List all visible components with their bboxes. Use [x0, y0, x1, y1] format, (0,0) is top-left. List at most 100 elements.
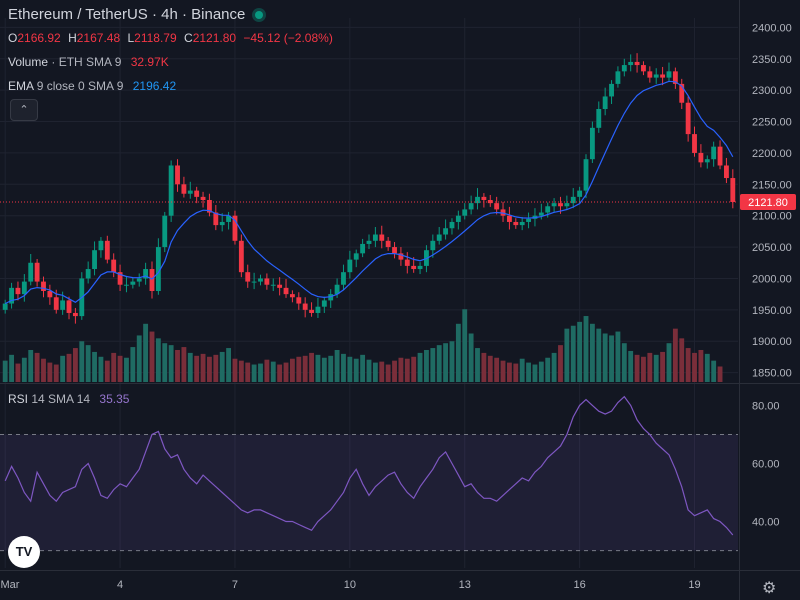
candle-body [417, 265, 423, 270]
volume-bar [111, 352, 117, 382]
volume-bar [283, 362, 289, 382]
ema-legend[interactable]: EMA 9 close 0 SMA 9 2196.42 [8, 79, 176, 93]
volume-bar [717, 366, 723, 382]
close-key: C [184, 31, 193, 45]
volume-label: Volume [8, 55, 49, 69]
rsi-tick-label: 80.00 [752, 400, 780, 412]
volume-bar [532, 364, 538, 382]
volume-bar [436, 345, 442, 382]
volume-bar [653, 354, 659, 382]
volume-bar [143, 323, 149, 382]
candle-body [481, 196, 487, 200]
candle-body [564, 203, 570, 207]
rsi-label: RSI [8, 392, 29, 406]
volume-value: 32.97K [130, 55, 169, 69]
volume-bar [404, 358, 410, 382]
candle-body [143, 269, 149, 279]
volume-bar [245, 362, 251, 382]
candle-body [475, 196, 480, 204]
candle-body [162, 215, 168, 248]
candle-body [232, 215, 238, 241]
candle-body [155, 247, 161, 291]
candle-body [47, 291, 53, 298]
candle-body [321, 300, 327, 307]
volume-bar [424, 349, 429, 382]
time-axis: Mar 4 7 10 13 16 19 [1, 579, 701, 591]
candle-body [602, 96, 608, 109]
volume-bar [321, 357, 327, 382]
volume-bar [289, 358, 295, 382]
volume-bar [487, 355, 493, 382]
volume-bar [372, 362, 378, 382]
volume-bar [513, 363, 519, 382]
candle-body [398, 253, 404, 260]
volume-bar [545, 357, 551, 382]
symbol-title-text: Ethereum / TetherUS · 4h · Binance [8, 6, 246, 23]
time-tick-label: 13 [459, 579, 471, 591]
volume-bar [570, 325, 576, 382]
candle-body [347, 259, 353, 273]
volume-bar [15, 363, 21, 382]
candle-body [168, 165, 174, 216]
volume-bar [692, 352, 697, 382]
ema-params: 9 close 0 SMA 9 [36, 79, 124, 93]
rsi-tick-label: 40.00 [752, 517, 780, 529]
gear-icon[interactable]: ⚙ [762, 580, 777, 597]
candle-body [526, 218, 531, 222]
candle-body [698, 152, 704, 163]
candle-body [653, 74, 659, 78]
candle-body [385, 240, 391, 248]
tradingview-logo-icon[interactable]: TV [8, 536, 40, 568]
volume-legend[interactable]: Volume · ETH SMA 9 32.97K [8, 55, 169, 69]
volume-bar [634, 354, 640, 382]
candle-body [258, 278, 263, 282]
candle-body [264, 278, 270, 285]
candle-body [519, 221, 525, 226]
candle-body [53, 297, 59, 310]
candle-body [245, 272, 251, 282]
volume-bar [468, 333, 474, 382]
candle-body [589, 127, 595, 160]
volume-bar [341, 353, 346, 382]
volume-bar [258, 363, 263, 382]
rsi-legend[interactable]: RSI 14 SMA 14 35.35 [8, 392, 129, 406]
volume-bar [558, 345, 563, 382]
candle-body [251, 281, 257, 283]
time-tick-label: 16 [574, 579, 586, 591]
volume-bar [264, 359, 270, 382]
candle-body [98, 240, 104, 251]
candle-body [672, 71, 678, 84]
volume-bar [455, 323, 461, 382]
volume-bar [251, 364, 257, 382]
candle-body [219, 221, 225, 226]
candle-body [628, 61, 634, 66]
volume-bar [315, 354, 321, 382]
current-price-tag [740, 194, 796, 211]
low-value: 2118.79 [134, 31, 177, 45]
volume-bar [551, 352, 557, 382]
volume-bar [500, 360, 506, 382]
candle-body [545, 206, 551, 213]
candle-body [111, 259, 117, 273]
volume-bar [309, 352, 314, 382]
candle-body [85, 269, 91, 279]
candle-body [360, 243, 366, 254]
volume-bar [277, 364, 283, 382]
price-tick-label: 2150.00 [752, 179, 792, 191]
candle-body [104, 240, 110, 260]
collapse-legend-button[interactable]: ⌃ [10, 99, 38, 121]
price-tick-label: 2200.00 [752, 148, 792, 160]
candle-body [149, 269, 155, 291]
time-tick-label: 19 [688, 579, 700, 591]
price-tick-label: 2100.00 [752, 211, 792, 223]
time-tick-label: 10 [344, 579, 356, 591]
volume-bar [130, 347, 136, 382]
volume-bar [538, 361, 544, 382]
volume-bar [53, 364, 59, 382]
symbol-title[interactable]: Ethereum / TetherUS · 4h · Binance [8, 6, 264, 23]
volume-bar [213, 354, 219, 382]
price-tick-label: 1900.00 [752, 336, 792, 348]
candle-body [207, 200, 212, 213]
candle-body [443, 228, 449, 235]
